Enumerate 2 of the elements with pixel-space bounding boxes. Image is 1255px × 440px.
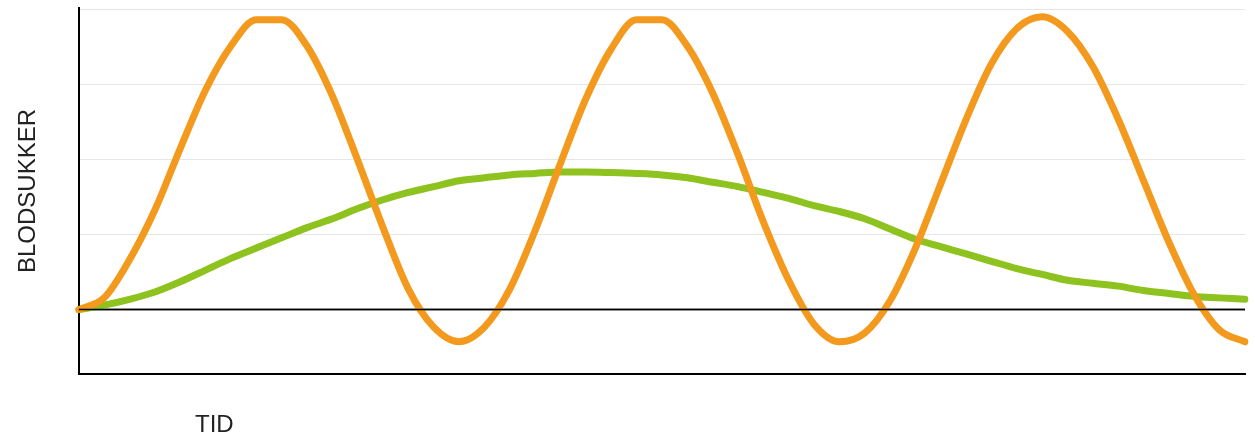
x-axis-title: TID <box>195 410 234 438</box>
y-axis-title: BLODSUKKER <box>13 108 41 274</box>
